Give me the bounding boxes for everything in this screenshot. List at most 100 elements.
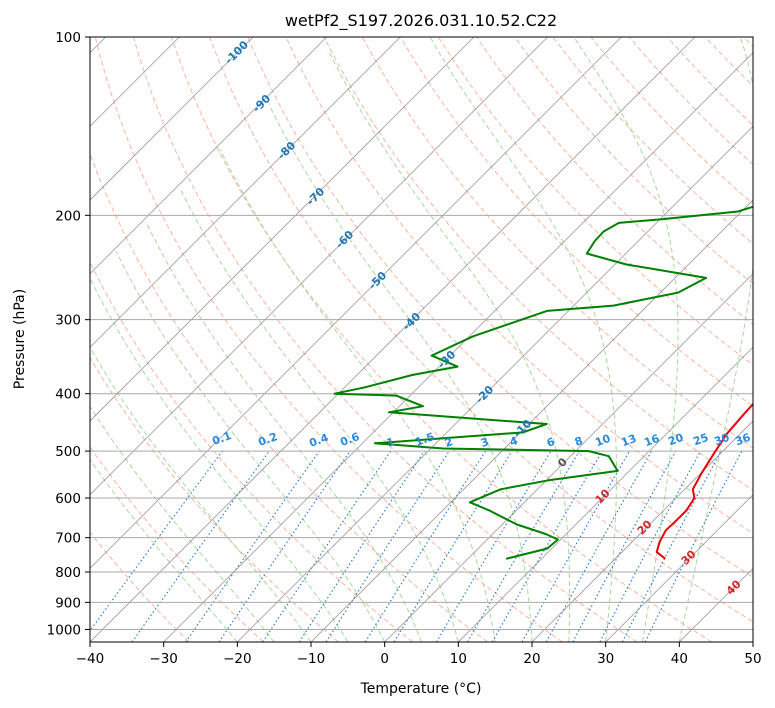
- mixing-ratio-label: 20: [666, 431, 685, 449]
- x-tick-label: 30: [597, 651, 614, 667]
- mixing-ratio-line: [90, 450, 223, 632]
- chart-title: wetPf2_S197.2026.031.10.52.C22: [285, 11, 557, 31]
- mixing-ratio-label: 0.4: [307, 431, 330, 450]
- mixing-ratio-line: [393, 450, 513, 642]
- mixing-ratio-label: 0.2: [256, 430, 279, 449]
- x-tick-label: 10: [450, 651, 467, 667]
- isotherm-line: [90, 37, 475, 422]
- moist-adiabat-line: [90, 458, 238, 642]
- mixing-ratio-label: 13: [619, 432, 638, 449]
- mixing-ratio-line: [545, 450, 653, 642]
- dry-adiabat-line: [437, 37, 753, 366]
- dry-adiabat-line: [285, 37, 753, 535]
- mixing-ratio-label: 0.6: [338, 430, 361, 449]
- isotherm-line: [384, 273, 753, 642]
- mixing-ratio-label: 10: [593, 432, 612, 450]
- dry-adiabat-line: [94, 37, 563, 642]
- y-tick-label: 300: [55, 313, 81, 329]
- x-axis: −40 −30 −20 −10 0 10 20 30 40 50: [76, 642, 762, 667]
- y-tick-label: 800: [55, 565, 81, 581]
- dry-adiabat-line: [209, 37, 753, 623]
- moist-adiabat-line: [90, 346, 312, 642]
- moist-adiabat-line: [678, 37, 753, 642]
- moist-adiabat-line: [115, 251, 386, 642]
- dry-adiabat-line: [90, 531, 190, 642]
- mixing-ratio-lines: [90, 450, 743, 642]
- dry-adiabat-line: [171, 37, 712, 642]
- y-tick-label: 1000: [47, 622, 81, 638]
- mixing-ratio-label: 3: [479, 435, 491, 450]
- x-tick-label: −40: [76, 651, 105, 667]
- dewpoint-profile-line: [333, 205, 753, 560]
- mixing-ratio-label: 30: [712, 431, 731, 449]
- isotherm-line: [458, 346, 753, 642]
- x-tick-label: −30: [149, 651, 178, 667]
- mixing-ratio-label: 25: [691, 431, 710, 448]
- mixing-ratio-line: [262, 450, 392, 642]
- y-axis-label: Pressure (hPa): [12, 289, 28, 389]
- dry-adiabat-line: [90, 356, 339, 642]
- mixing-ratio-label: 1: [385, 435, 397, 450]
- isotherms: [90, 37, 753, 642]
- isotherm-line: [310, 199, 753, 642]
- mixing-ratio-label: 6: [545, 435, 557, 450]
- moist-adiabat-line: [327, 49, 571, 642]
- dry-adiabat-line: [514, 37, 753, 285]
- temperature-profile-line: [655, 402, 753, 560]
- y-tick-label: 700: [55, 531, 81, 547]
- y-tick-label: 500: [55, 444, 81, 460]
- y-axis: 100 200 300 400 500 600 700 800 900 1000: [47, 30, 90, 638]
- mixing-ratio-line: [644, 450, 743, 642]
- isotherm-line: [90, 37, 548, 496]
- y-tick-label: 200: [55, 208, 81, 224]
- x-tick-label: −10: [297, 651, 326, 667]
- plot-area: -100-90-80-70-60-50-40-30-20-10010203040…: [90, 37, 753, 642]
- mixing-ratio-line: [185, 450, 320, 642]
- dry-adiabat-line: [247, 37, 753, 578]
- mixing-ratio-line: [325, 450, 450, 642]
- mixing-ratio-line: [298, 450, 425, 642]
- x-tick-label: 50: [744, 651, 761, 667]
- mixing-ratio-line: [572, 450, 677, 642]
- mixing-ratio-label: 0.1: [210, 429, 233, 448]
- x-axis-label: Temperature (°C): [360, 681, 482, 697]
- isotherm-line: [90, 37, 696, 642]
- isobars: [90, 37, 753, 630]
- moist-adiabat-line: [179, 187, 459, 642]
- isotherm-line: [90, 37, 254, 201]
- isotherm-line: [90, 37, 401, 348]
- mixing-ratio-label: 8: [573, 434, 585, 449]
- y-tick-label: 600: [55, 491, 81, 507]
- mixing-ratio-label: 36: [733, 431, 752, 449]
- mixing-ratio-label: 16: [642, 432, 661, 450]
- series-layer: [333, 205, 753, 560]
- moist-adiabat-line: [90, 405, 275, 642]
- dry-adiabat-line: [90, 446, 264, 642]
- moist-adiabat-line: [145, 221, 422, 642]
- isotherm-line: [90, 37, 327, 275]
- x-tick-label: −20: [223, 651, 252, 667]
- isotherm-line: [531, 420, 753, 642]
- dry-adiabats: [90, 37, 753, 642]
- mixing-ratio-label: 1.5: [413, 430, 436, 449]
- dry-adiabat-line: [132, 37, 638, 642]
- x-tick-label: 0: [380, 651, 389, 667]
- dry-adiabat-line: [361, 37, 753, 449]
- mixing-ratio-label: 2: [443, 435, 455, 450]
- y-tick-label: 100: [55, 30, 81, 46]
- plot-frame: [89, 36, 754, 643]
- dry-adiabat-line: [323, 37, 753, 491]
- moist-adiabat-line: [429, 37, 617, 642]
- isotherm-line: [90, 37, 622, 569]
- moist-adiabat-line: [90, 277, 349, 642]
- y-tick-label: 900: [55, 595, 81, 611]
- moist-adiabat-line: [573, 37, 679, 642]
- y-tick-label: 400: [55, 387, 81, 403]
- mixing-ratio-line: [218, 450, 351, 642]
- isotherm-line: [605, 494, 753, 642]
- mixing-ratio-line: [521, 450, 630, 642]
- dry-adiabat-line: [399, 37, 753, 407]
- moist-adiabat-line: [268, 104, 533, 642]
